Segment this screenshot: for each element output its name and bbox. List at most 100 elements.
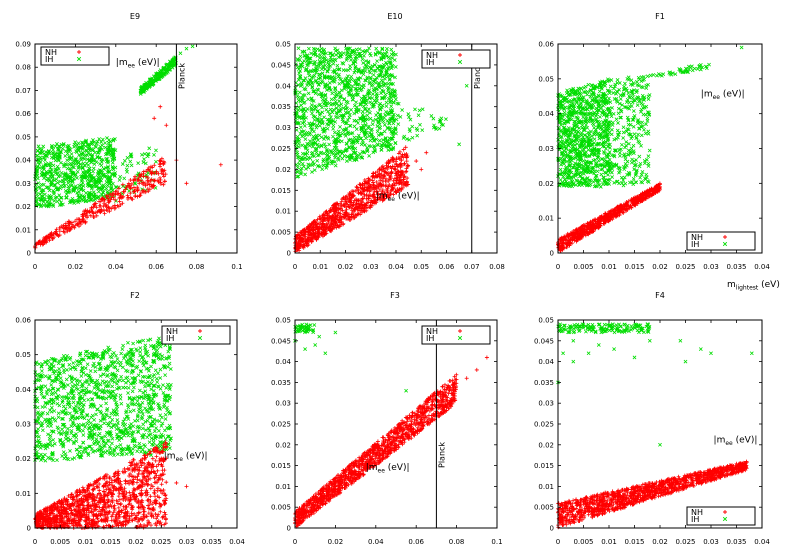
ih-point — [91, 190, 96, 195]
ih-point — [416, 113, 421, 118]
ih-point — [110, 164, 115, 169]
ih-point — [297, 90, 302, 95]
nh-point — [419, 167, 424, 172]
ih-point — [582, 85, 587, 90]
ih-point — [87, 183, 92, 188]
ih-point — [72, 176, 76, 181]
ih-point — [364, 136, 368, 141]
ih-point — [122, 158, 127, 163]
ih-point — [595, 169, 600, 174]
ih-point — [352, 118, 357, 123]
ih-point — [78, 156, 83, 160]
ih-point — [349, 74, 354, 79]
ih-point — [381, 119, 386, 124]
ih-point — [646, 161, 651, 166]
ih-point — [62, 164, 66, 169]
ih-point — [154, 79, 158, 83]
ih-point — [371, 92, 375, 96]
ih-point — [306, 97, 311, 102]
nh-point — [120, 182, 125, 187]
ih-point — [48, 170, 53, 175]
ih-point — [100, 184, 105, 188]
ih-point — [143, 82, 148, 87]
ih-point — [46, 149, 51, 153]
nh-point — [404, 159, 409, 164]
ih-point — [170, 60, 175, 65]
ih-point — [654, 73, 659, 78]
ih-point — [100, 143, 104, 148]
ih-point — [384, 104, 389, 108]
ih-point — [106, 164, 110, 169]
ih-point — [80, 180, 85, 185]
ih-point — [312, 168, 317, 173]
y-tick-label: 0 — [287, 250, 291, 258]
ih-point — [628, 122, 633, 127]
ih-point — [74, 149, 78, 154]
ih-point — [630, 95, 635, 100]
nh-point — [102, 211, 107, 216]
ih-point — [59, 171, 64, 175]
ih-point — [80, 177, 84, 182]
ih-point — [413, 107, 417, 112]
ih-point — [81, 184, 86, 188]
ih-point — [96, 175, 101, 180]
ih-point — [156, 75, 161, 80]
ih-point — [645, 179, 650, 183]
y-tick-label: 0.035 — [271, 103, 291, 111]
ih-point — [302, 93, 307, 97]
ih-point — [320, 97, 325, 102]
ih-point — [50, 171, 54, 176]
ih-point — [48, 202, 52, 207]
ih-point — [646, 97, 651, 101]
ih-point — [42, 167, 46, 172]
ih-point — [644, 122, 648, 127]
ih-point — [113, 165, 118, 170]
legend-label-ih: IH — [45, 55, 53, 64]
ih-point — [113, 148, 118, 153]
ih-point — [305, 83, 309, 88]
ih-point — [616, 111, 621, 116]
nh-point — [424, 150, 429, 155]
ih-point — [100, 137, 105, 142]
ih-point — [72, 165, 76, 170]
x-tick-label: 0.06 — [439, 263, 455, 271]
ih-point — [84, 172, 89, 177]
ih-point — [35, 164, 40, 169]
legend-label-ih: IH — [426, 58, 434, 67]
ih-point — [54, 177, 59, 182]
ih-point — [597, 89, 602, 94]
ih-point — [111, 181, 115, 186]
ih-point — [146, 151, 150, 156]
ih-point — [614, 97, 619, 101]
scatter-points — [556, 45, 744, 253]
ih-point — [79, 174, 84, 179]
ih-point — [345, 100, 350, 105]
x-tick-label: 0.05 — [413, 263, 429, 271]
ih-point — [312, 118, 317, 122]
ih-point — [382, 129, 387, 134]
ih-point — [60, 178, 65, 183]
ih-point — [154, 148, 158, 153]
ih-point — [375, 129, 380, 134]
ih-point — [365, 113, 370, 118]
ih-point — [631, 109, 636, 113]
ih-point — [184, 46, 189, 51]
ih-point — [639, 133, 644, 138]
ih-point — [64, 162, 69, 167]
ih-point — [113, 185, 118, 190]
ih-point — [587, 133, 592, 138]
ih-point — [429, 114, 434, 118]
ih-point — [592, 137, 597, 142]
ih-point — [37, 147, 42, 151]
ih-point — [637, 154, 642, 159]
ih-point — [636, 132, 640, 137]
ih-point — [302, 124, 307, 128]
ih-point — [85, 177, 90, 182]
ih-point — [606, 172, 610, 177]
ih-point — [406, 112, 411, 116]
y-tick-label: 0.03 — [15, 180, 31, 188]
ih-point — [72, 188, 77, 192]
ih-point — [295, 152, 300, 157]
y-tick-label: 0 — [27, 250, 31, 258]
ih-point — [58, 186, 63, 191]
